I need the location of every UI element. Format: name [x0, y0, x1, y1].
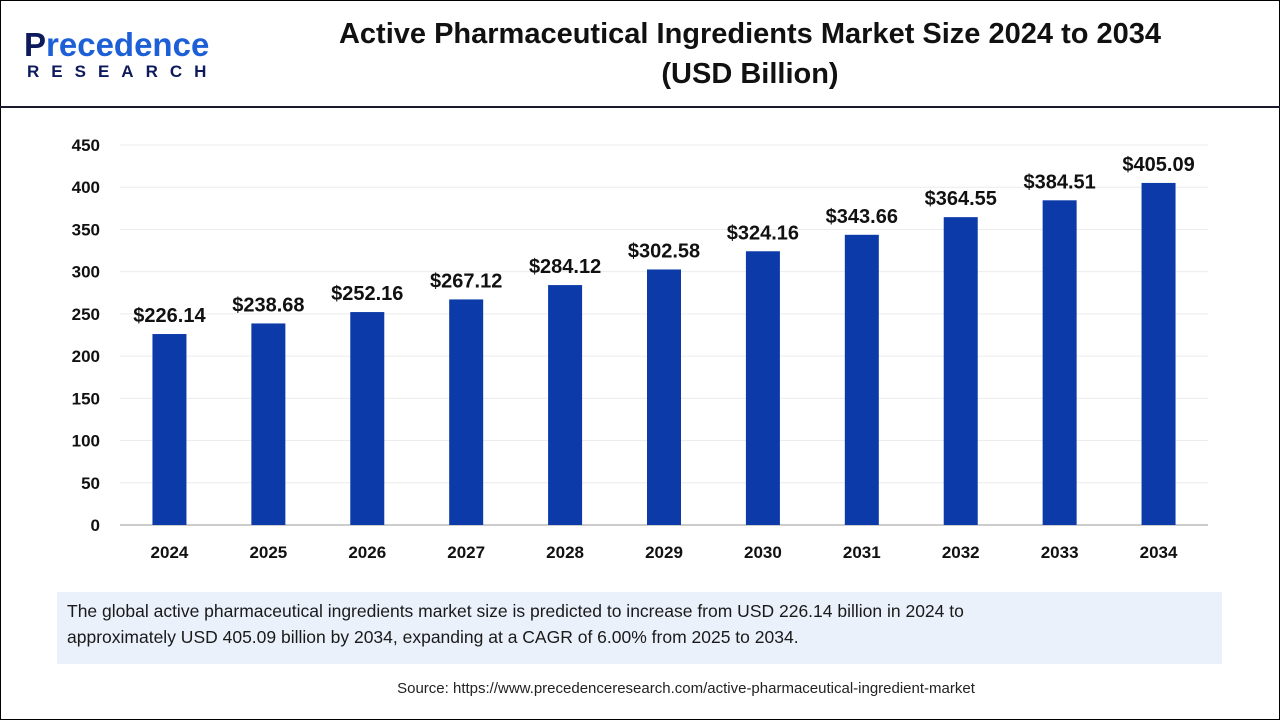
y-tick-label: 150	[72, 389, 100, 408]
x-tick-label: 2027	[447, 543, 485, 562]
data-label: $384.51	[1023, 171, 1095, 193]
bar-2026	[350, 312, 385, 525]
data-label: $238.68	[232, 294, 304, 316]
summary-line-2: approximately USD 405.09 billion by 2034…	[67, 627, 799, 647]
data-label: $302.58	[628, 240, 700, 262]
bar-2031	[844, 234, 879, 525]
x-tick-label: 2031	[843, 543, 881, 562]
x-tick-label: 2034	[1140, 543, 1178, 562]
y-tick-label: 50	[81, 474, 100, 493]
header: Precedence RESEARCH Active Pharmaceutica…	[0, 0, 1280, 108]
bar-2028	[548, 285, 583, 525]
y-tick-label: 200	[72, 347, 100, 366]
data-label: $252.16	[331, 283, 403, 305]
x-tick-label: 2024	[151, 543, 189, 562]
logo-subtext: RESEARCH	[27, 62, 219, 81]
x-tick-label: 2033	[1041, 543, 1079, 562]
y-tick-label: 300	[72, 263, 100, 282]
bar-chart: 0 50 100 150 200 250 300 350 400 450 $226.14 2024 $2…	[72, 136, 1208, 562]
y-tick-label: 400	[72, 178, 100, 197]
data-label: $226.14	[133, 305, 206, 327]
bar-2032	[943, 217, 978, 525]
x-tick-label: 2028	[546, 543, 584, 562]
data-label: $324.16	[727, 222, 799, 244]
bar-2030	[745, 251, 780, 525]
data-label: $343.66	[826, 206, 898, 228]
chart-title: Active Pharmaceutical Ingredients Market…	[250, 14, 1250, 94]
x-tick-label: 2030	[744, 543, 782, 562]
y-tick-label: 450	[72, 136, 100, 155]
y-tick-label: 350	[72, 220, 100, 239]
logo-initial: P	[24, 26, 47, 63]
bar-2029	[647, 269, 681, 525]
title-line-1: Active Pharmaceutical Ingredients Market…	[338, 18, 1162, 50]
data-label: $284.12	[529, 256, 601, 278]
y-tick-label: 250	[72, 305, 100, 324]
logo-text: recedence	[46, 26, 210, 63]
title-line-2: (USD Billion)	[661, 58, 839, 90]
bar-2024	[152, 334, 187, 525]
x-tick-label: 2032	[942, 543, 980, 562]
bar-2033	[1042, 200, 1077, 525]
bar-2027	[449, 299, 484, 525]
bar-2025	[251, 323, 286, 525]
bar-2034	[1141, 182, 1176, 525]
summary-line-1: The global active pharmaceutical ingredi…	[67, 601, 964, 621]
data-label: $364.55	[925, 188, 997, 210]
x-tick-label: 2029	[645, 543, 683, 562]
logo: Precedence RESEARCH	[24, 28, 218, 82]
x-tick-label: 2025	[249, 543, 287, 562]
data-label: $405.09	[1122, 154, 1194, 176]
x-tick-label: 2026	[348, 543, 386, 562]
source-text: Source: https://www.precedenceresearch.c…	[397, 680, 975, 697]
y-tick-label: 0	[91, 516, 100, 535]
y-tick-label: 100	[72, 432, 100, 451]
summary-box: The global active pharmaceutical ingredi…	[57, 592, 1222, 664]
data-label: $267.12	[430, 270, 502, 292]
